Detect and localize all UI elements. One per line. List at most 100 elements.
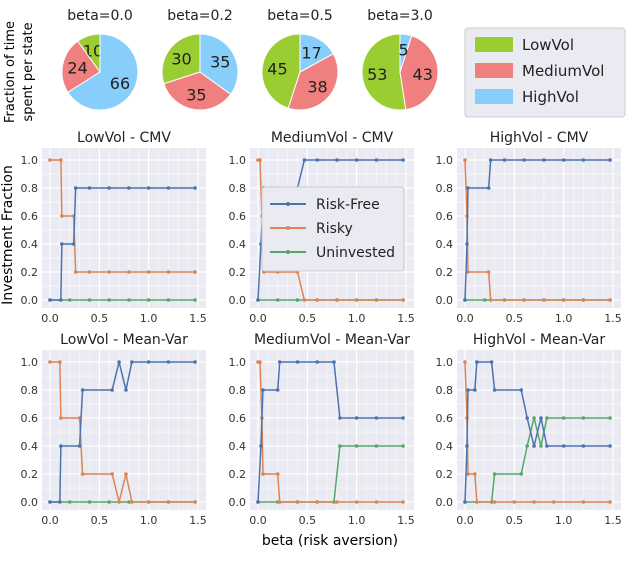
panel-title: LowVol - Mean-Var [60, 332, 188, 348]
data-point-risky [522, 298, 526, 302]
data-point-risk-free [374, 416, 379, 420]
y-tick-label: 1.0 [436, 154, 454, 167]
pie-slice-label: 17 [301, 43, 321, 62]
y-tick-label: 0.6 [21, 210, 39, 223]
data-point-risky [561, 298, 566, 302]
data-point-risk-free [581, 444, 586, 448]
data-point-risk-free [107, 186, 111, 190]
data-point-risk-free [465, 444, 469, 448]
data-point-risk-free [193, 360, 197, 364]
data-point-risk-free [315, 158, 320, 162]
y-tick-label: 0.8 [436, 384, 454, 397]
data-point-risk-free [374, 158, 379, 162]
plot-area [250, 350, 414, 510]
data-point-risk-free [117, 360, 121, 364]
x-tick-label: 0.5 [506, 312, 524, 325]
data-point-uninvested [67, 298, 72, 302]
y-tick-label: 0.2 [21, 468, 39, 481]
data-point-uninvested [482, 298, 487, 302]
data-point-risky [608, 298, 612, 302]
panel [457, 148, 621, 308]
pie-slice-label: 66 [110, 74, 130, 93]
data-point-risky [315, 500, 320, 504]
pie-ylabel-line2: spent per state [21, 22, 36, 121]
x-tick-label: 1.5 [397, 514, 415, 527]
y-tick-label: 1.0 [21, 356, 39, 369]
data-point-risky [466, 270, 470, 274]
x-tick-label: 1.0 [555, 514, 573, 527]
y-tick-label: 1.0 [21, 154, 39, 167]
y-tick-label: 0.8 [21, 182, 39, 195]
data-point-uninvested [87, 500, 92, 504]
data-point-risky [58, 360, 62, 364]
x-tick-label: 0.0 [249, 312, 267, 325]
plot-area [42, 148, 206, 308]
data-point-risk-free [80, 388, 85, 392]
data-point-risky [127, 270, 131, 274]
y-tick-label: 0.6 [436, 412, 454, 425]
data-point-risky [473, 472, 477, 476]
data-point-uninvested [492, 472, 497, 476]
data-point-uninvested [193, 298, 197, 302]
data-point-risk-free [519, 388, 524, 392]
pie-slice-label: 43 [413, 65, 433, 84]
data-point-risk-free [463, 298, 467, 302]
panel-title: LowVol - CMV [77, 130, 171, 146]
legend-swatch-highvol [475, 89, 513, 104]
data-point-risk-free [71, 242, 76, 246]
data-point-uninvested [532, 416, 536, 420]
pie-slice-label: 45 [267, 59, 287, 78]
data-point-risk-free [473, 388, 477, 392]
x-tick-label: 0.5 [91, 312, 109, 325]
pie-slice-lowvol [261, 33, 301, 109]
y-tick-label: 0.4 [229, 238, 247, 251]
data-point-uninvested [338, 444, 342, 448]
pie-ylabel-line1: Fraction of time [3, 21, 18, 123]
data-point-risky [124, 472, 128, 476]
panel-title: HighVol - Mean-Var [473, 332, 606, 348]
pie-slice-label: 53 [367, 65, 387, 84]
data-point-uninvested [519, 472, 524, 476]
data-point-risk-free [259, 444, 263, 448]
data-point-risky [59, 158, 63, 162]
data-point-risky [73, 270, 78, 274]
data-point-risky [581, 500, 586, 504]
pie-title: beta=0.5 [267, 8, 333, 24]
y-tick-label: 0.8 [229, 182, 247, 195]
data-point-risky [354, 298, 359, 302]
data-point-risky [475, 500, 479, 504]
data-point-risk-free [502, 158, 507, 162]
data-point-risky [374, 500, 379, 504]
data-point-risky [463, 360, 467, 364]
y-tick-label: 0.2 [436, 266, 454, 279]
data-point-risk-free [492, 388, 497, 392]
data-point-risk-free [261, 388, 265, 392]
data-point-risk-free [77, 444, 82, 448]
data-point-risk-free [354, 416, 359, 420]
data-point-risky [302, 298, 307, 302]
x-tick-label: 0.5 [299, 514, 317, 527]
legend-marker [286, 250, 290, 254]
legend-label: HighVol [522, 88, 579, 106]
data-point-uninvested [107, 298, 111, 302]
data-point-risk-free [166, 360, 171, 364]
data-point-risky [130, 500, 134, 504]
x-tick-label: 1.0 [348, 312, 366, 325]
x-tick-label: 1.5 [604, 312, 622, 325]
pie-slice-highvol [199, 33, 239, 96]
pie-slice-lowvol [161, 33, 201, 85]
data-point-uninvested [127, 500, 131, 504]
y-tick-label: 0.6 [21, 412, 39, 425]
data-point-risk-free [73, 186, 78, 190]
pie-slice-label: 35 [186, 86, 206, 105]
series-line-risky [50, 361, 196, 503]
data-point-risky [542, 298, 546, 302]
data-point-uninvested [581, 416, 586, 420]
x-tick-label: 0.0 [41, 312, 59, 325]
y-tick-label: 0.6 [436, 210, 454, 223]
pie-slice-mediumvol [163, 71, 232, 111]
data-point-uninvested [608, 416, 612, 420]
legend-label: Uninvested [316, 245, 395, 261]
data-point-risk-free [146, 186, 151, 190]
